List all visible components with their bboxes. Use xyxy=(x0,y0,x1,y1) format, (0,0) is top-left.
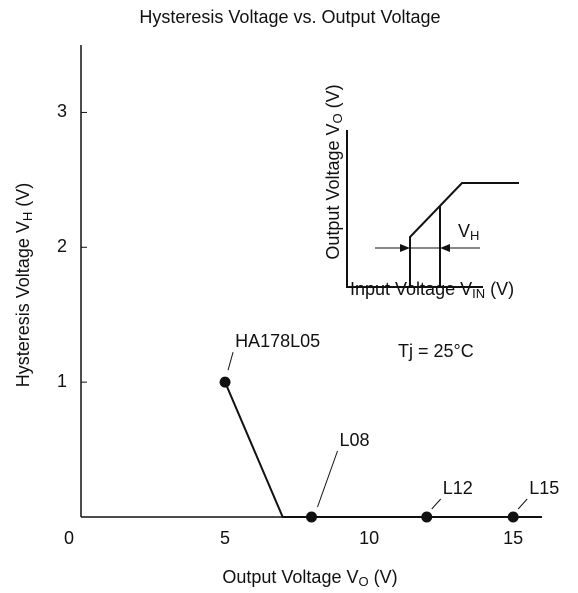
y-tick-label: 3 xyxy=(57,101,67,121)
x-tick-label: 0 xyxy=(64,528,74,548)
annotation: Tj = 25°C xyxy=(398,341,474,361)
pointer xyxy=(431,498,442,510)
line xyxy=(224,381,542,518)
y-axis-label: Hysteresis Voltage VH (V) xyxy=(13,183,36,387)
point-label: HA178L05 xyxy=(235,331,320,351)
point-label: L12 xyxy=(443,478,473,498)
inset-arrow xyxy=(400,244,410,252)
inset: VH Output Voltage VO (V) Input Voltage V… xyxy=(323,84,519,301)
chart-title: Hysteresis Voltage vs. Output Voltage xyxy=(139,7,440,27)
inset-y-label: Output Voltage VO (V) xyxy=(323,84,346,259)
point xyxy=(219,376,231,388)
x-tick-label: 10 xyxy=(359,528,379,548)
point xyxy=(507,511,519,523)
x-tick-label: 5 xyxy=(220,528,230,548)
inset-curve xyxy=(409,182,519,287)
inset-arrow xyxy=(440,244,450,252)
point-label: L15 xyxy=(529,478,559,498)
pointer xyxy=(517,498,528,510)
y-tick-label: 2 xyxy=(57,236,67,256)
x-axis-label: Output Voltage VO (V) xyxy=(222,567,397,590)
point-label: L08 xyxy=(340,430,370,450)
x-tick-label: 15 xyxy=(503,528,523,548)
y-tick-label: 1 xyxy=(57,371,67,391)
inset-vh: VH xyxy=(458,221,479,244)
pointer xyxy=(317,450,338,508)
pointer xyxy=(227,352,234,371)
point xyxy=(306,511,317,523)
point xyxy=(421,511,433,523)
inset-x-label: Input Voltage VIN (V) xyxy=(350,279,514,302)
